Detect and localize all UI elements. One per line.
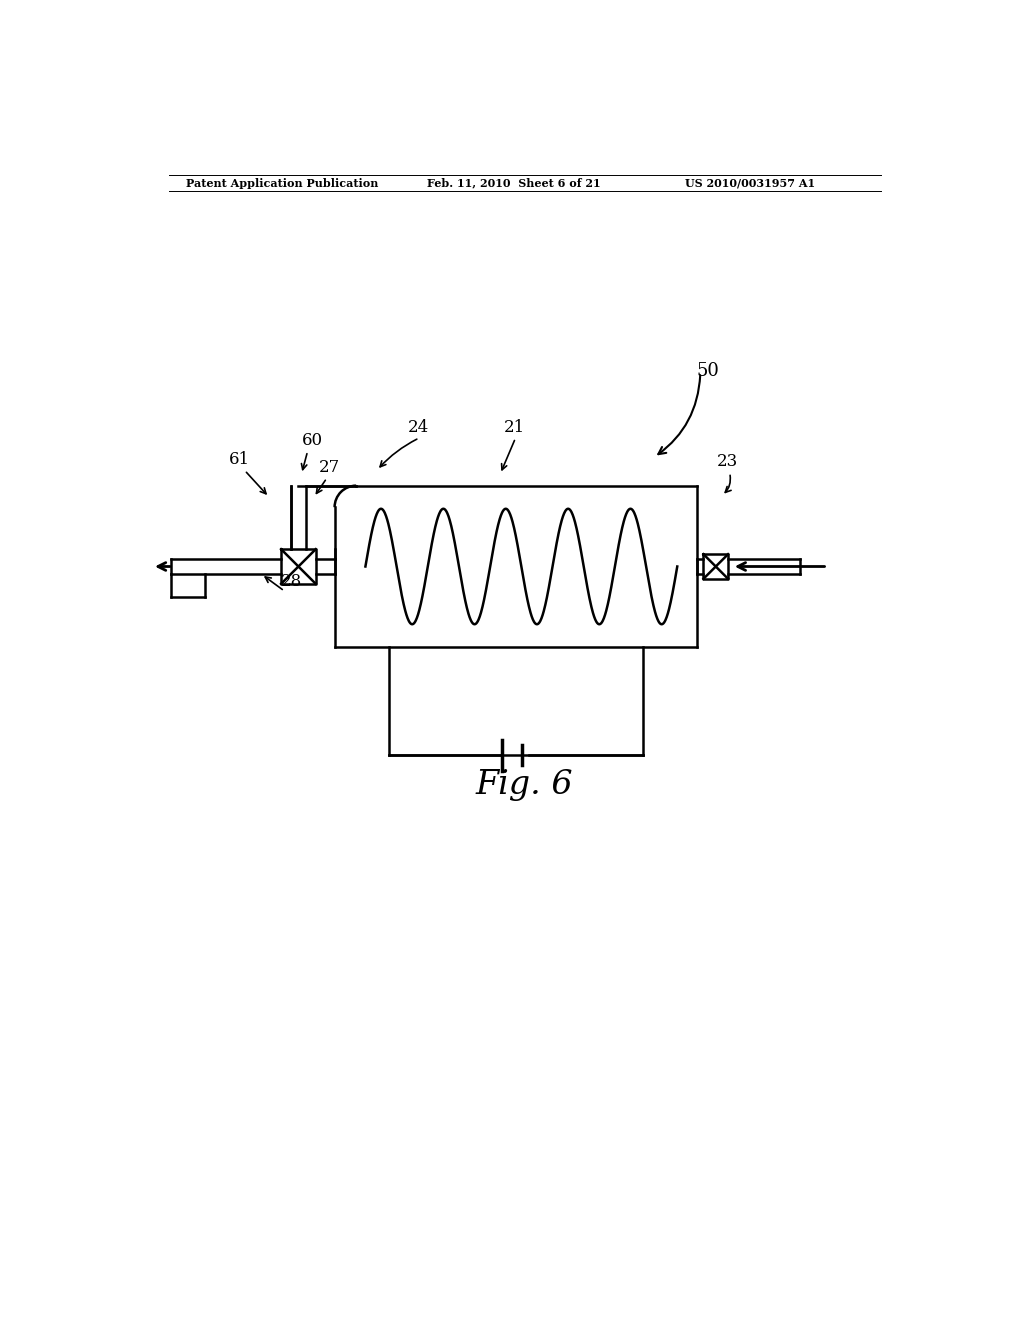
Text: 50: 50: [696, 363, 720, 380]
FancyArrowPatch shape: [725, 475, 731, 492]
FancyArrowPatch shape: [265, 577, 283, 590]
FancyArrowPatch shape: [502, 441, 514, 470]
Text: 27: 27: [319, 458, 340, 475]
Text: 61: 61: [229, 451, 250, 469]
FancyArrowPatch shape: [380, 440, 417, 467]
Text: Fig. 6: Fig. 6: [476, 770, 573, 801]
Text: US 2010/0031957 A1: US 2010/0031957 A1: [685, 178, 815, 189]
FancyArrowPatch shape: [316, 480, 326, 494]
Text: 28: 28: [281, 573, 302, 590]
FancyArrowPatch shape: [301, 454, 307, 470]
Text: 60: 60: [301, 433, 323, 450]
Text: Feb. 11, 2010  Sheet 6 of 21: Feb. 11, 2010 Sheet 6 of 21: [427, 178, 601, 189]
Text: 21: 21: [504, 418, 525, 436]
Text: 23: 23: [717, 453, 738, 470]
FancyArrowPatch shape: [658, 375, 700, 454]
FancyArrowPatch shape: [247, 473, 266, 494]
Text: 24: 24: [408, 418, 429, 436]
Text: Patent Application Publication: Patent Application Publication: [186, 178, 379, 189]
